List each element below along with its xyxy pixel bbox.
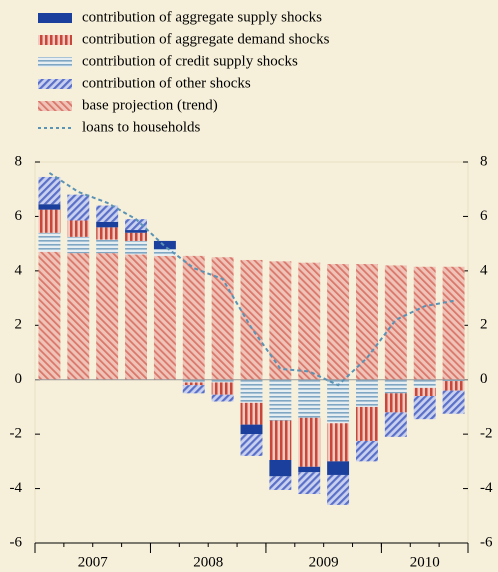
bar-segment bbox=[384, 393, 407, 413]
bar-segment bbox=[182, 382, 205, 386]
bar-segment bbox=[153, 249, 176, 256]
bar-segment bbox=[269, 420, 292, 460]
y2-tick-label: 0 bbox=[480, 371, 488, 387]
y2-tick-label: 6 bbox=[480, 208, 488, 224]
bar-segment bbox=[67, 253, 90, 380]
line bbox=[48, 172, 454, 387]
legend-swatch bbox=[38, 57, 72, 67]
bar-segment bbox=[67, 194, 90, 221]
x-group-label: 2008 bbox=[193, 554, 223, 570]
y-tick-label: -4 bbox=[10, 480, 23, 496]
legend-label: loans to households bbox=[82, 119, 200, 135]
bar-segment bbox=[413, 266, 436, 380]
y-tick-label: 6 bbox=[15, 208, 23, 224]
bar-segment bbox=[125, 240, 148, 255]
y-tick-label: -2 bbox=[10, 426, 23, 442]
y2-tick-label: 4 bbox=[480, 262, 488, 278]
bar-segment bbox=[442, 266, 465, 380]
legend-swatch bbox=[38, 13, 72, 23]
bar-segment bbox=[298, 262, 321, 380]
bar-segment bbox=[182, 255, 205, 380]
legend-label: contribution of aggregate demand shocks bbox=[82, 31, 330, 47]
bar-segment bbox=[211, 257, 234, 380]
bar-segment bbox=[153, 255, 176, 380]
bar-segment bbox=[96, 221, 119, 228]
bar-segment bbox=[384, 412, 407, 437]
bar-segment bbox=[211, 382, 234, 395]
bar-segment bbox=[442, 379, 465, 382]
y2-tick-label: 8 bbox=[480, 153, 488, 169]
bar-segment bbox=[153, 240, 176, 250]
bar-segment bbox=[240, 424, 263, 435]
bar-segment bbox=[384, 265, 407, 380]
bar-segment bbox=[269, 459, 292, 477]
bar-segment bbox=[355, 264, 378, 380]
y2-tick-label: -6 bbox=[480, 534, 493, 550]
x-group-label: 2010 bbox=[410, 554, 440, 570]
x-group-label: 2007 bbox=[78, 554, 109, 570]
bar-segment bbox=[298, 417, 321, 467]
legend-label: contribution of credit supply shocks bbox=[82, 53, 298, 69]
bar-segment bbox=[125, 230, 148, 233]
bar-segment bbox=[327, 423, 350, 462]
bar-segment bbox=[96, 239, 119, 254]
x-group-label: 2009 bbox=[309, 554, 339, 570]
y2-tick-label: 2 bbox=[480, 317, 488, 333]
legend-swatch bbox=[38, 101, 72, 111]
bar-segment bbox=[269, 261, 292, 380]
bar-segment bbox=[298, 466, 321, 473]
bar-segment bbox=[327, 474, 350, 505]
bar-segment bbox=[96, 205, 119, 222]
bar-segment bbox=[355, 440, 378, 462]
bar-segment bbox=[240, 259, 263, 380]
bar-segment bbox=[355, 379, 378, 407]
bar-segment bbox=[182, 379, 205, 383]
bar-segment bbox=[442, 381, 465, 391]
bar-segment bbox=[38, 204, 61, 210]
bar-segment bbox=[413, 387, 436, 397]
bar-segment bbox=[298, 472, 321, 495]
legend-label: base projection (trend) bbox=[82, 97, 218, 113]
bar-segment bbox=[38, 209, 61, 233]
bar-segment bbox=[384, 379, 407, 394]
bar-segment bbox=[327, 461, 350, 475]
legend-swatch bbox=[38, 79, 72, 89]
y-tick-label: 8 bbox=[15, 153, 23, 169]
legend-label: contribution of other shocks bbox=[82, 75, 251, 91]
bar-segment bbox=[96, 227, 119, 240]
bar-segment bbox=[125, 219, 148, 231]
bar-segment bbox=[38, 176, 61, 205]
bar-segment bbox=[240, 402, 263, 425]
y-tick-label: 4 bbox=[15, 262, 23, 278]
legend-label: contribution of aggregate supply shocks bbox=[82, 9, 322, 25]
bar-segment bbox=[211, 379, 234, 383]
bar-segment bbox=[269, 379, 292, 421]
y-tick-label: -6 bbox=[10, 534, 23, 550]
bar-segment bbox=[355, 406, 378, 441]
bar-segment bbox=[67, 236, 90, 254]
y-tick-label: 0 bbox=[15, 371, 23, 387]
bar-segment bbox=[442, 390, 465, 414]
y2-tick-label: -4 bbox=[480, 480, 493, 496]
bar-segment bbox=[38, 232, 61, 252]
legend-swatch bbox=[38, 35, 72, 45]
bar-segment bbox=[182, 385, 205, 394]
bar-segment bbox=[96, 253, 119, 380]
bar-segment bbox=[211, 394, 234, 402]
bar-segment bbox=[413, 396, 436, 420]
bar-segment bbox=[413, 379, 436, 388]
bar-segment bbox=[240, 379, 263, 403]
y-tick-label: 2 bbox=[15, 317, 23, 333]
bar-segment bbox=[269, 476, 292, 490]
bar-segment bbox=[125, 232, 148, 241]
bar-segment bbox=[67, 220, 90, 237]
y2-tick-label: -2 bbox=[480, 426, 493, 442]
bar-segment bbox=[240, 434, 263, 456]
bar-segment bbox=[125, 254, 148, 380]
bar-segment bbox=[327, 379, 350, 424]
bar-segment bbox=[327, 264, 350, 380]
bar-segment bbox=[298, 379, 321, 418]
bar-segment bbox=[38, 251, 61, 380]
